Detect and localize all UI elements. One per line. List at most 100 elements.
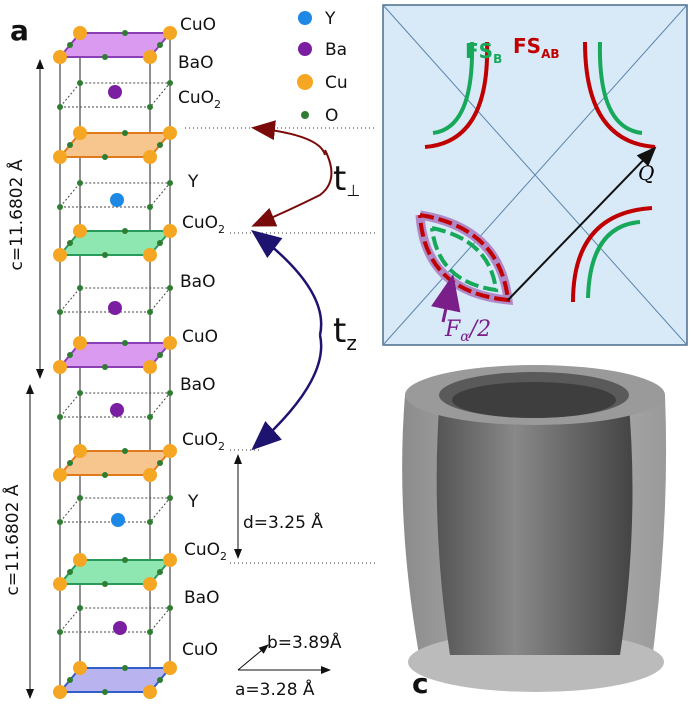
lattice-c: c=11.6802 Å <box>5 159 27 270</box>
o-atom <box>147 104 153 110</box>
cu-atom <box>73 26 87 40</box>
o-atom <box>77 80 83 86</box>
lattice-a: a=3.28 Å <box>235 678 315 700</box>
layer-label: BaO <box>180 272 215 292</box>
cu-atom <box>163 336 177 350</box>
o-atom <box>167 180 173 186</box>
layer-label: Y <box>187 492 199 512</box>
layer-text: Y <box>187 172 199 192</box>
o-atom <box>57 519 63 525</box>
legend-label: O <box>325 106 338 126</box>
atom <box>108 85 122 99</box>
layer-label: BaO <box>180 375 215 395</box>
layer-label: CuO2 <box>184 540 227 563</box>
cu-atom <box>53 248 67 262</box>
o-atom <box>167 285 173 291</box>
layer-sub: 2 <box>218 223 225 236</box>
layer-text: CuO <box>182 327 218 347</box>
hopping-label: tz <box>333 311 357 355</box>
o-atom <box>57 104 63 110</box>
layer-sub: 2 <box>220 550 227 563</box>
cu-atom <box>143 468 157 482</box>
layer-text: CuO <box>184 540 220 560</box>
cu-atom <box>73 444 87 458</box>
cu-atom <box>53 50 67 64</box>
o-atom <box>167 390 173 396</box>
cu-atom <box>143 685 157 699</box>
layer-label: CuO <box>180 15 216 35</box>
o-atom <box>122 228 128 234</box>
o-atom <box>147 309 153 315</box>
hopping-label: t⊥ <box>333 159 360 200</box>
layer-text: BaO <box>178 53 213 73</box>
layer-label: CuO2 <box>182 430 225 453</box>
o-atom <box>57 204 63 210</box>
o-atom <box>157 42 163 48</box>
layer-text: CuO <box>182 640 218 660</box>
o-atom <box>57 629 63 635</box>
layer-text: BaO <box>180 375 215 395</box>
o-atom <box>77 605 83 611</box>
o-atom <box>122 30 128 36</box>
o-atom <box>157 352 163 358</box>
o-atom <box>167 605 173 611</box>
figure: CuOBaOCuO2YCuO2BaOCuOBaOCuO2YCuO2BaOCuO … <box>0 0 693 704</box>
layer-label: CuO2 <box>178 88 221 111</box>
o-atom <box>147 414 153 420</box>
layer-text: CuO <box>182 213 218 233</box>
panel-label: a <box>10 14 29 47</box>
o-atom <box>77 285 83 291</box>
o-atom <box>67 569 73 575</box>
o-atom <box>77 390 83 396</box>
cu-atom <box>163 553 177 567</box>
o-atom <box>122 665 128 671</box>
layer-label: BaO <box>184 588 219 608</box>
cu-atom <box>73 553 87 567</box>
cu-atom <box>143 248 157 262</box>
o-atom <box>102 364 108 370</box>
cu-atom <box>53 577 67 591</box>
o-atom <box>102 154 108 160</box>
layer-label: CuO <box>182 640 218 660</box>
o-atom <box>67 460 73 466</box>
legend: Y Ba Cu O <box>297 9 348 126</box>
atom <box>110 193 124 207</box>
o-atom <box>67 142 73 148</box>
o-atom <box>67 352 73 358</box>
o-atom <box>102 54 108 60</box>
atom <box>108 301 122 315</box>
o-atom <box>102 472 108 478</box>
layer-sub: 2 <box>218 440 225 453</box>
o-atom <box>122 130 128 136</box>
layer-sub: 2 <box>214 98 221 111</box>
o-atom <box>157 142 163 148</box>
cu-atom <box>73 224 87 238</box>
o-atom <box>102 581 108 587</box>
cu-atom <box>163 444 177 458</box>
cu-atom <box>53 468 67 482</box>
o-atom <box>102 689 108 695</box>
o-atom <box>67 677 73 683</box>
o-atom <box>77 180 83 186</box>
atom <box>111 513 125 527</box>
cu-atom <box>73 126 87 140</box>
legend-label: Ba <box>325 40 347 60</box>
cu-atom <box>163 126 177 140</box>
o-atom <box>147 519 153 525</box>
layer-label: CuO2 <box>182 213 225 236</box>
o-atom <box>122 340 128 346</box>
page: {"panels": {"a": "a", "b": "b", "c": "c"… <box>0 0 693 704</box>
layer-text: BaO <box>184 588 219 608</box>
o-atom <box>67 42 73 48</box>
o-atom <box>157 569 163 575</box>
layer-label: CuO <box>182 327 218 347</box>
cu-atom <box>163 661 177 675</box>
cu-atom <box>163 26 177 40</box>
layer-text: CuO <box>180 15 216 35</box>
o-atom <box>157 460 163 466</box>
o-atom <box>67 240 73 246</box>
legend-label: Y <box>324 9 336 29</box>
cu-atom <box>143 150 157 164</box>
atom <box>113 621 127 635</box>
layer-label: BaO <box>178 53 213 73</box>
